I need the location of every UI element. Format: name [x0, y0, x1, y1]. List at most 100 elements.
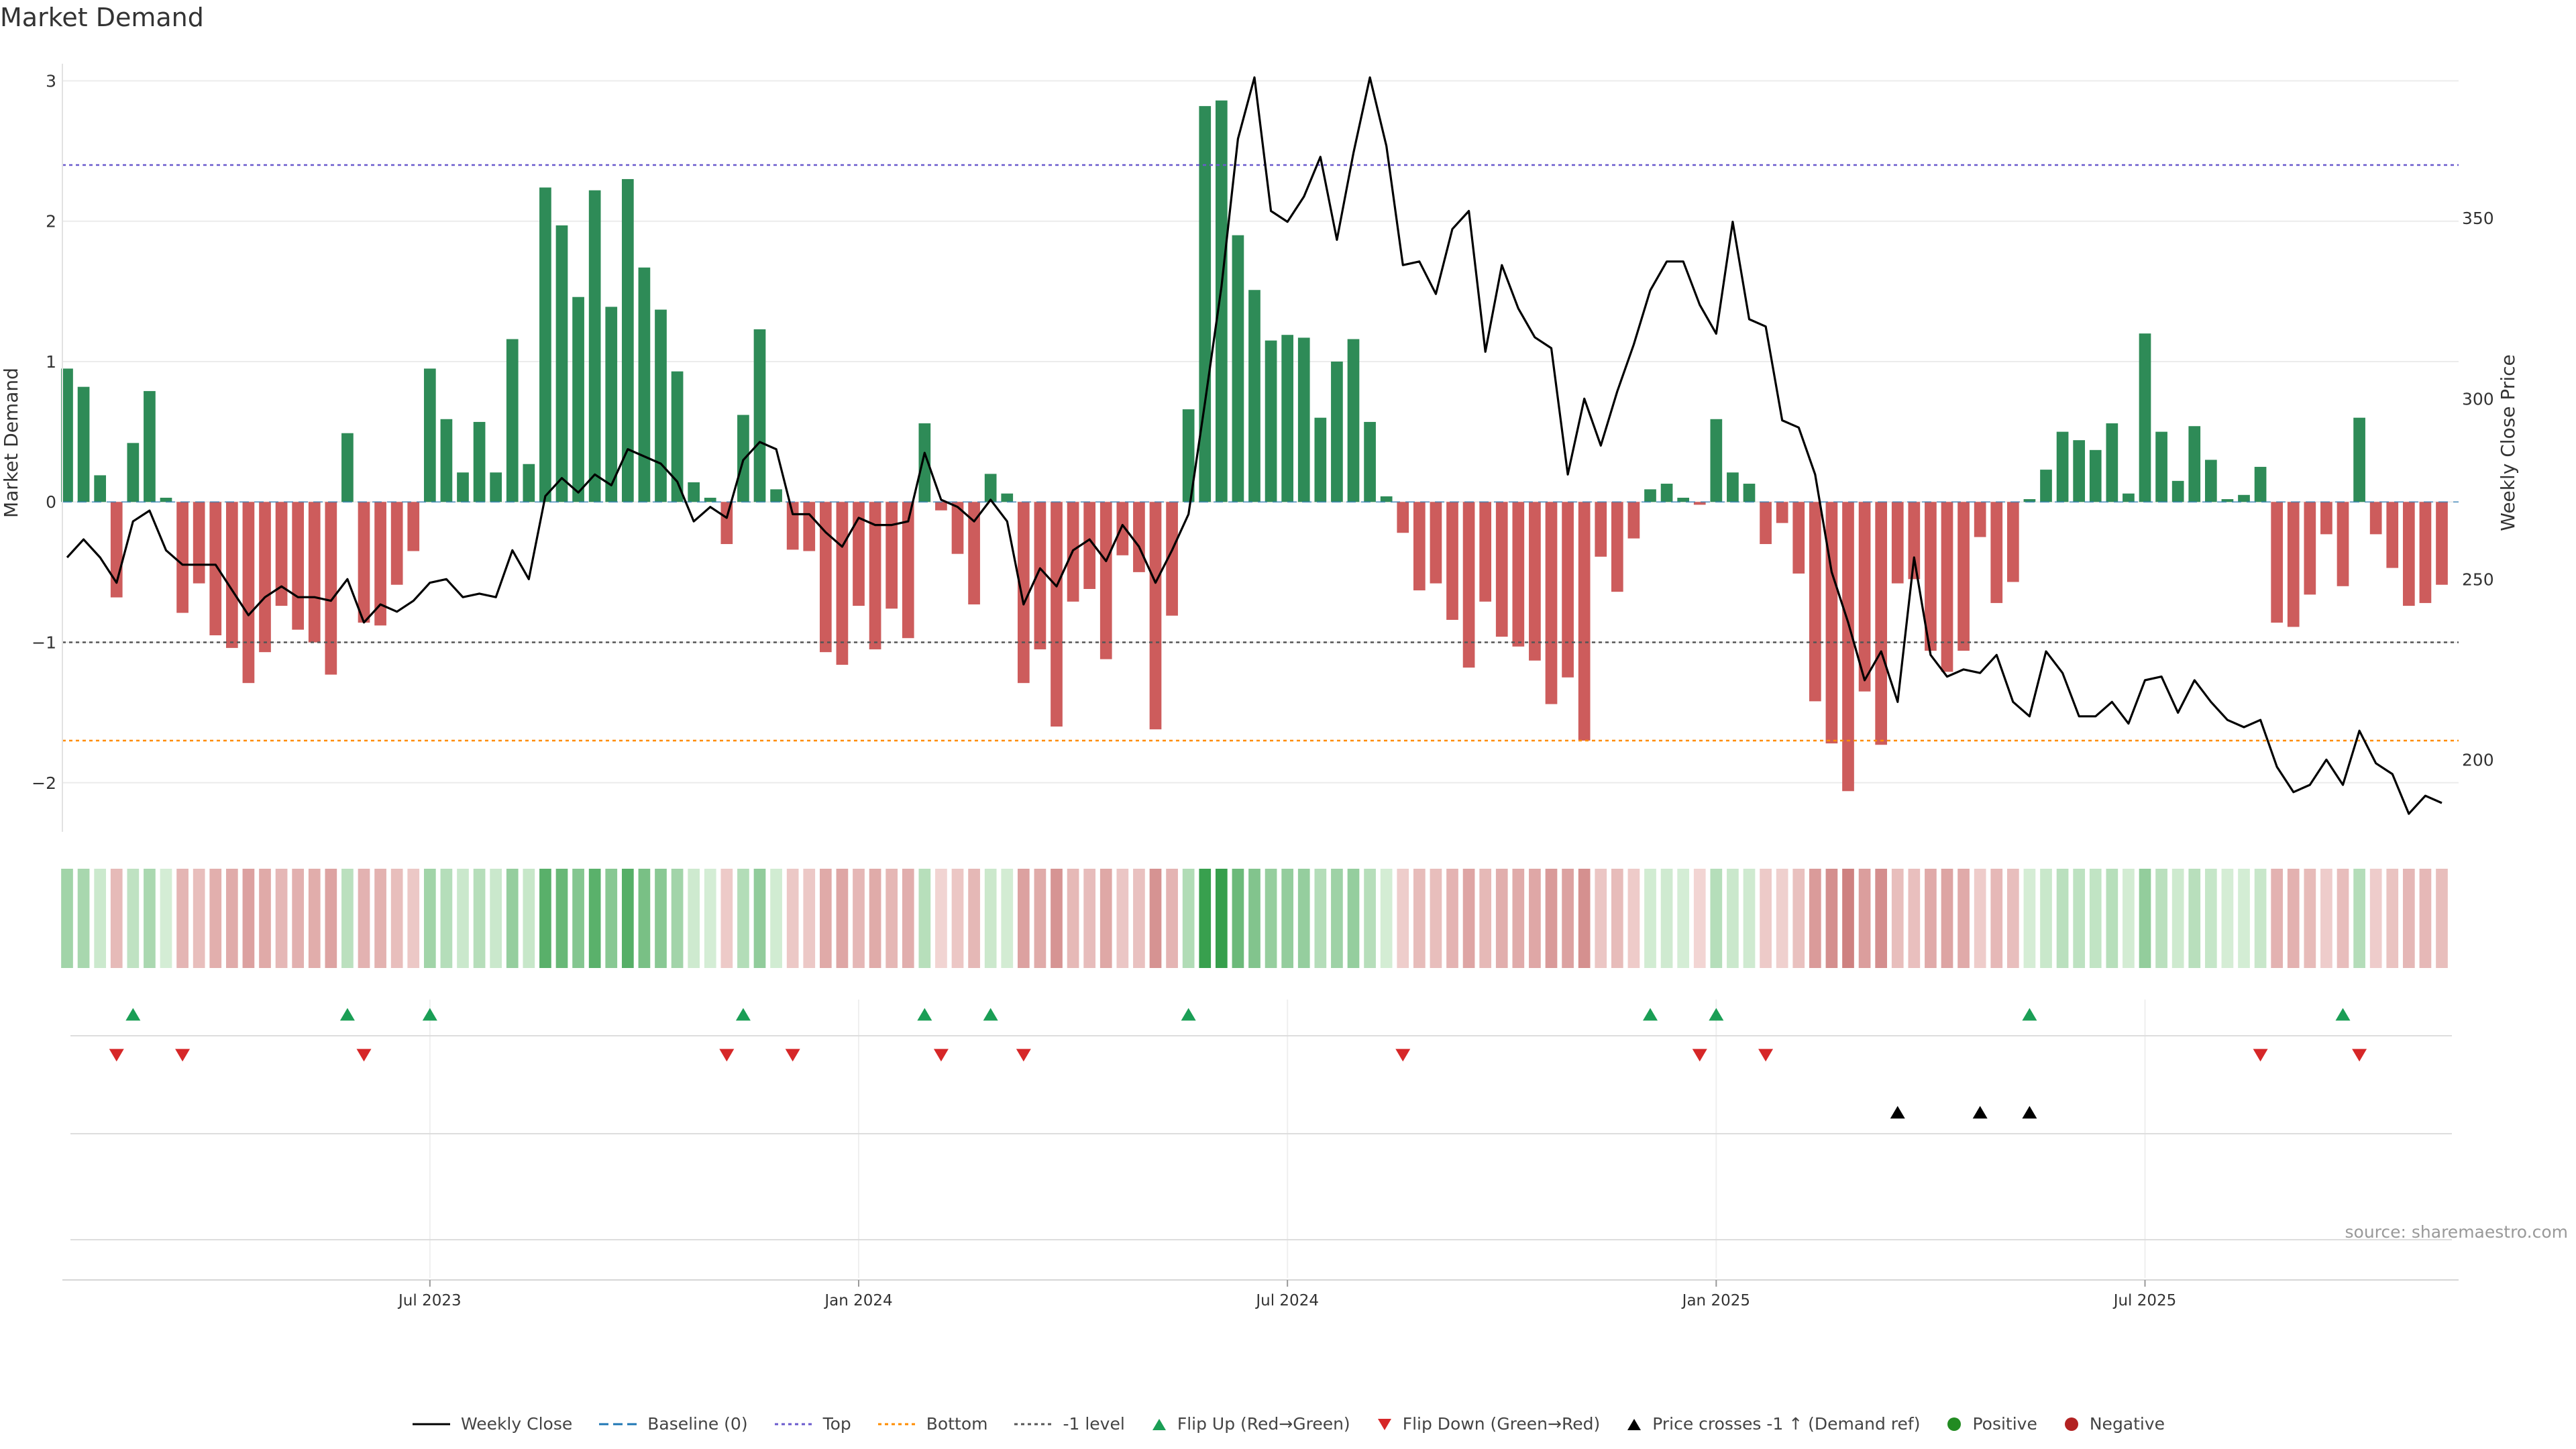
- dotted-line-icon: [774, 1423, 812, 1425]
- demand-bar-negative: [1858, 502, 1871, 692]
- heat-cell: [737, 869, 749, 968]
- demand-bar-negative: [1166, 502, 1178, 616]
- heat-cell: [2419, 869, 2432, 968]
- heat-cell: [1083, 869, 1096, 968]
- legend-label: Weekly Close: [460, 1414, 573, 1434]
- heat-cell: [1627, 869, 1640, 968]
- demand-bar-negative: [869, 502, 881, 649]
- heat-cell: [1215, 869, 1228, 968]
- heat-cell: [1941, 869, 1953, 968]
- demand-bar-negative: [275, 502, 288, 606]
- legend-label: Negative: [2089, 1414, 2165, 1434]
- heat-cell: [655, 869, 667, 968]
- demand-bar-positive: [2254, 466, 2267, 502]
- heat-cell: [1017, 869, 1030, 968]
- demand-bar-negative: [407, 502, 420, 551]
- flip-down-marker: [1016, 1049, 1031, 1062]
- legend-item: Flip Up (Red→Green): [1150, 1414, 1350, 1434]
- legend-item: -1 level: [1013, 1414, 1125, 1434]
- heat-cell: [2337, 869, 2349, 968]
- flip-up-marker: [422, 1008, 437, 1021]
- demand-bar-positive: [1265, 340, 1277, 502]
- heat-cell: [1397, 869, 1409, 968]
- heat-cell: [523, 869, 535, 968]
- heat-cell: [770, 869, 782, 968]
- demand-bar-positive: [918, 423, 931, 502]
- heat-cell: [1825, 869, 1838, 968]
- heat-cell: [440, 869, 453, 968]
- demand-bar-positive: [1710, 419, 1723, 502]
- heat-cell: [1809, 869, 1821, 968]
- legend-swatch: [1947, 1417, 1962, 1431]
- heat-cell: [1562, 869, 1574, 968]
- heat-cell: [193, 869, 205, 968]
- heat-cell: [968, 869, 980, 968]
- heat-cell: [951, 869, 964, 968]
- heat-cell: [341, 869, 354, 968]
- heat-cell: [1529, 869, 1541, 968]
- demand-bar-negative: [1034, 502, 1046, 649]
- demand-bar-negative: [1891, 502, 1904, 584]
- demand-bar-negative: [1529, 502, 1541, 661]
- price-cross-marker: [1972, 1106, 1988, 1119]
- heat-cell: [1051, 869, 1063, 968]
- legend-label: Positive: [1972, 1414, 2037, 1434]
- demand-bar-positive: [2353, 417, 2365, 502]
- heat-cell: [1611, 869, 1623, 968]
- demand-bar-positive: [2089, 449, 2102, 502]
- heat-cell: [2254, 869, 2267, 968]
- demand-bar-positive: [1248, 290, 1260, 502]
- heat-cell: [1644, 869, 1656, 968]
- demand-bar-positive: [160, 497, 172, 502]
- heat-cell: [374, 869, 386, 968]
- demand-bar-positive: [688, 482, 700, 502]
- demand-bar-negative: [325, 502, 337, 675]
- flip-up-marker: [983, 1008, 998, 1021]
- demand-bar-negative: [2006, 502, 2019, 582]
- weekly-close-polyline: [66, 76, 2443, 815]
- heat-cell: [61, 869, 73, 968]
- heat-cell: [2171, 869, 2184, 968]
- demand-bar-positive: [2040, 470, 2052, 502]
- heat-cell: [2123, 869, 2135, 968]
- heat-cell: [753, 869, 766, 968]
- heat-cell: [1116, 869, 1129, 968]
- demand-bar-negative: [836, 502, 849, 665]
- demand-bar-positive: [1347, 339, 1360, 502]
- demand-bar-negative: [1908, 502, 1921, 580]
- heat-cell: [1281, 869, 1294, 968]
- demand-bar-positive: [621, 178, 634, 502]
- demand-bar-positive: [61, 368, 73, 502]
- heat-cell: [2023, 869, 2036, 968]
- heat-cell: [605, 869, 618, 968]
- demand-bar-negative: [1051, 502, 1063, 727]
- legend-swatch: [1377, 1418, 1391, 1430]
- flip-up-marker: [917, 1008, 932, 1021]
- source-note: source: sharemaestro.com: [2345, 1222, 2569, 1242]
- legend-swatch: [1627, 1418, 1642, 1430]
- legend-label: -1 level: [1063, 1414, 1125, 1434]
- heat-cell: [2040, 869, 2052, 968]
- heat-cell: [1364, 869, 1376, 968]
- flip-down-marker: [175, 1049, 191, 1062]
- demand-bar-negative: [1842, 502, 1854, 792]
- heat-cell: [2006, 869, 2019, 968]
- heat-cell: [869, 869, 881, 968]
- demand-bar-negative: [1578, 502, 1591, 741]
- flip-up-marker: [1709, 1008, 1724, 1021]
- flip-up-marker: [339, 1008, 355, 1021]
- heat-cell: [1842, 869, 1854, 968]
- demand-bar-negative: [1693, 502, 1706, 505]
- demand-bar-negative: [1627, 502, 1640, 539]
- demand-bar-positive: [127, 443, 140, 502]
- heat-cell: [407, 869, 420, 968]
- heat-cell: [803, 869, 816, 968]
- demand-bar-negative: [209, 502, 222, 636]
- heat-cell: [1479, 869, 1492, 968]
- heat-cell: [242, 869, 255, 968]
- legend-label: Top: [822, 1414, 851, 1434]
- flip-down-marker: [1692, 1049, 1707, 1062]
- heat-cell: [1265, 869, 1277, 968]
- legend-swatch: [2064, 1417, 2078, 1431]
- heat-cell: [2287, 869, 2300, 968]
